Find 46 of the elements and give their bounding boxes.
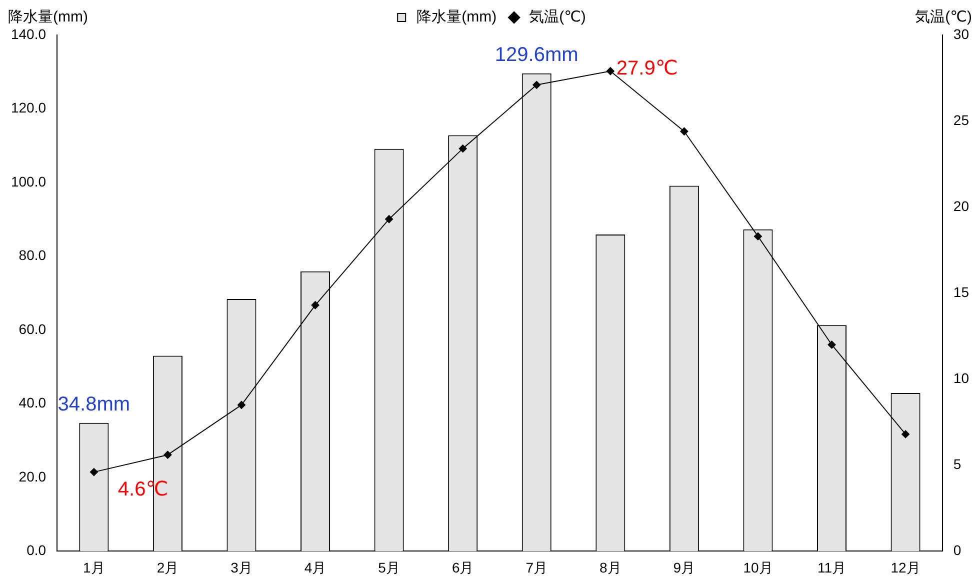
data-label: 129.6mm	[494, 44, 578, 66]
x-tick-label: 5月	[378, 559, 400, 576]
y2-tick-label: 20	[953, 198, 970, 214]
data-label: 34.8mm	[58, 393, 130, 416]
point	[606, 67, 614, 76]
x-tick-label: 7月	[526, 559, 548, 576]
y2-tick-label: 0	[953, 542, 962, 558]
y-tick-label: 140.0	[10, 26, 46, 42]
y-tick-label: 0.0	[26, 542, 46, 558]
y-tick-label: 40.0	[18, 394, 46, 411]
point	[385, 215, 394, 224]
y2-tick-label: 30	[953, 26, 970, 42]
y2-tick-label: 25	[953, 112, 970, 128]
x-tick-label: 8月	[600, 559, 622, 576]
point	[164, 450, 172, 459]
point	[90, 468, 98, 476]
y-tick-label: 20.0	[18, 468, 46, 484]
x-tick-label: 12月	[890, 559, 920, 576]
y2-tick-label: 15	[953, 284, 970, 300]
x-tick-label: 2月	[156, 559, 179, 576]
x-tick-label: 4月	[304, 559, 326, 576]
point	[828, 340, 836, 349]
point	[311, 301, 320, 310]
point	[532, 80, 541, 89]
y-tick-label: 60.0	[18, 320, 46, 337]
legend-label: 気温(℃)	[529, 8, 586, 26]
y2-tick-label: 10	[953, 370, 970, 386]
y2-tick-label: 5	[953, 456, 962, 472]
legend-label: 降水量(mm)	[416, 8, 497, 26]
point	[458, 144, 467, 153]
point	[680, 127, 688, 136]
x-tick-label: 1月	[83, 559, 105, 576]
x-tick-label: 9月	[673, 559, 696, 576]
y-tick-label: 120.0	[10, 100, 46, 116]
y-tick-label: 80.0	[18, 247, 46, 264]
x-tick-label: 6月	[452, 559, 474, 576]
point	[237, 400, 246, 409]
y2-axis-title: 気温(℃)	[915, 8, 972, 26]
point	[902, 430, 910, 438]
data-label: 27.9℃	[616, 58, 678, 80]
x-tick-label: 3月	[230, 559, 252, 576]
y-axis-title: 降水量(mm)	[8, 8, 88, 26]
point	[754, 232, 762, 240]
x-tick-label: 10月	[743, 559, 773, 576]
x-tick-label: 11月	[817, 559, 846, 576]
y-tick-label: 100.0	[10, 173, 46, 190]
